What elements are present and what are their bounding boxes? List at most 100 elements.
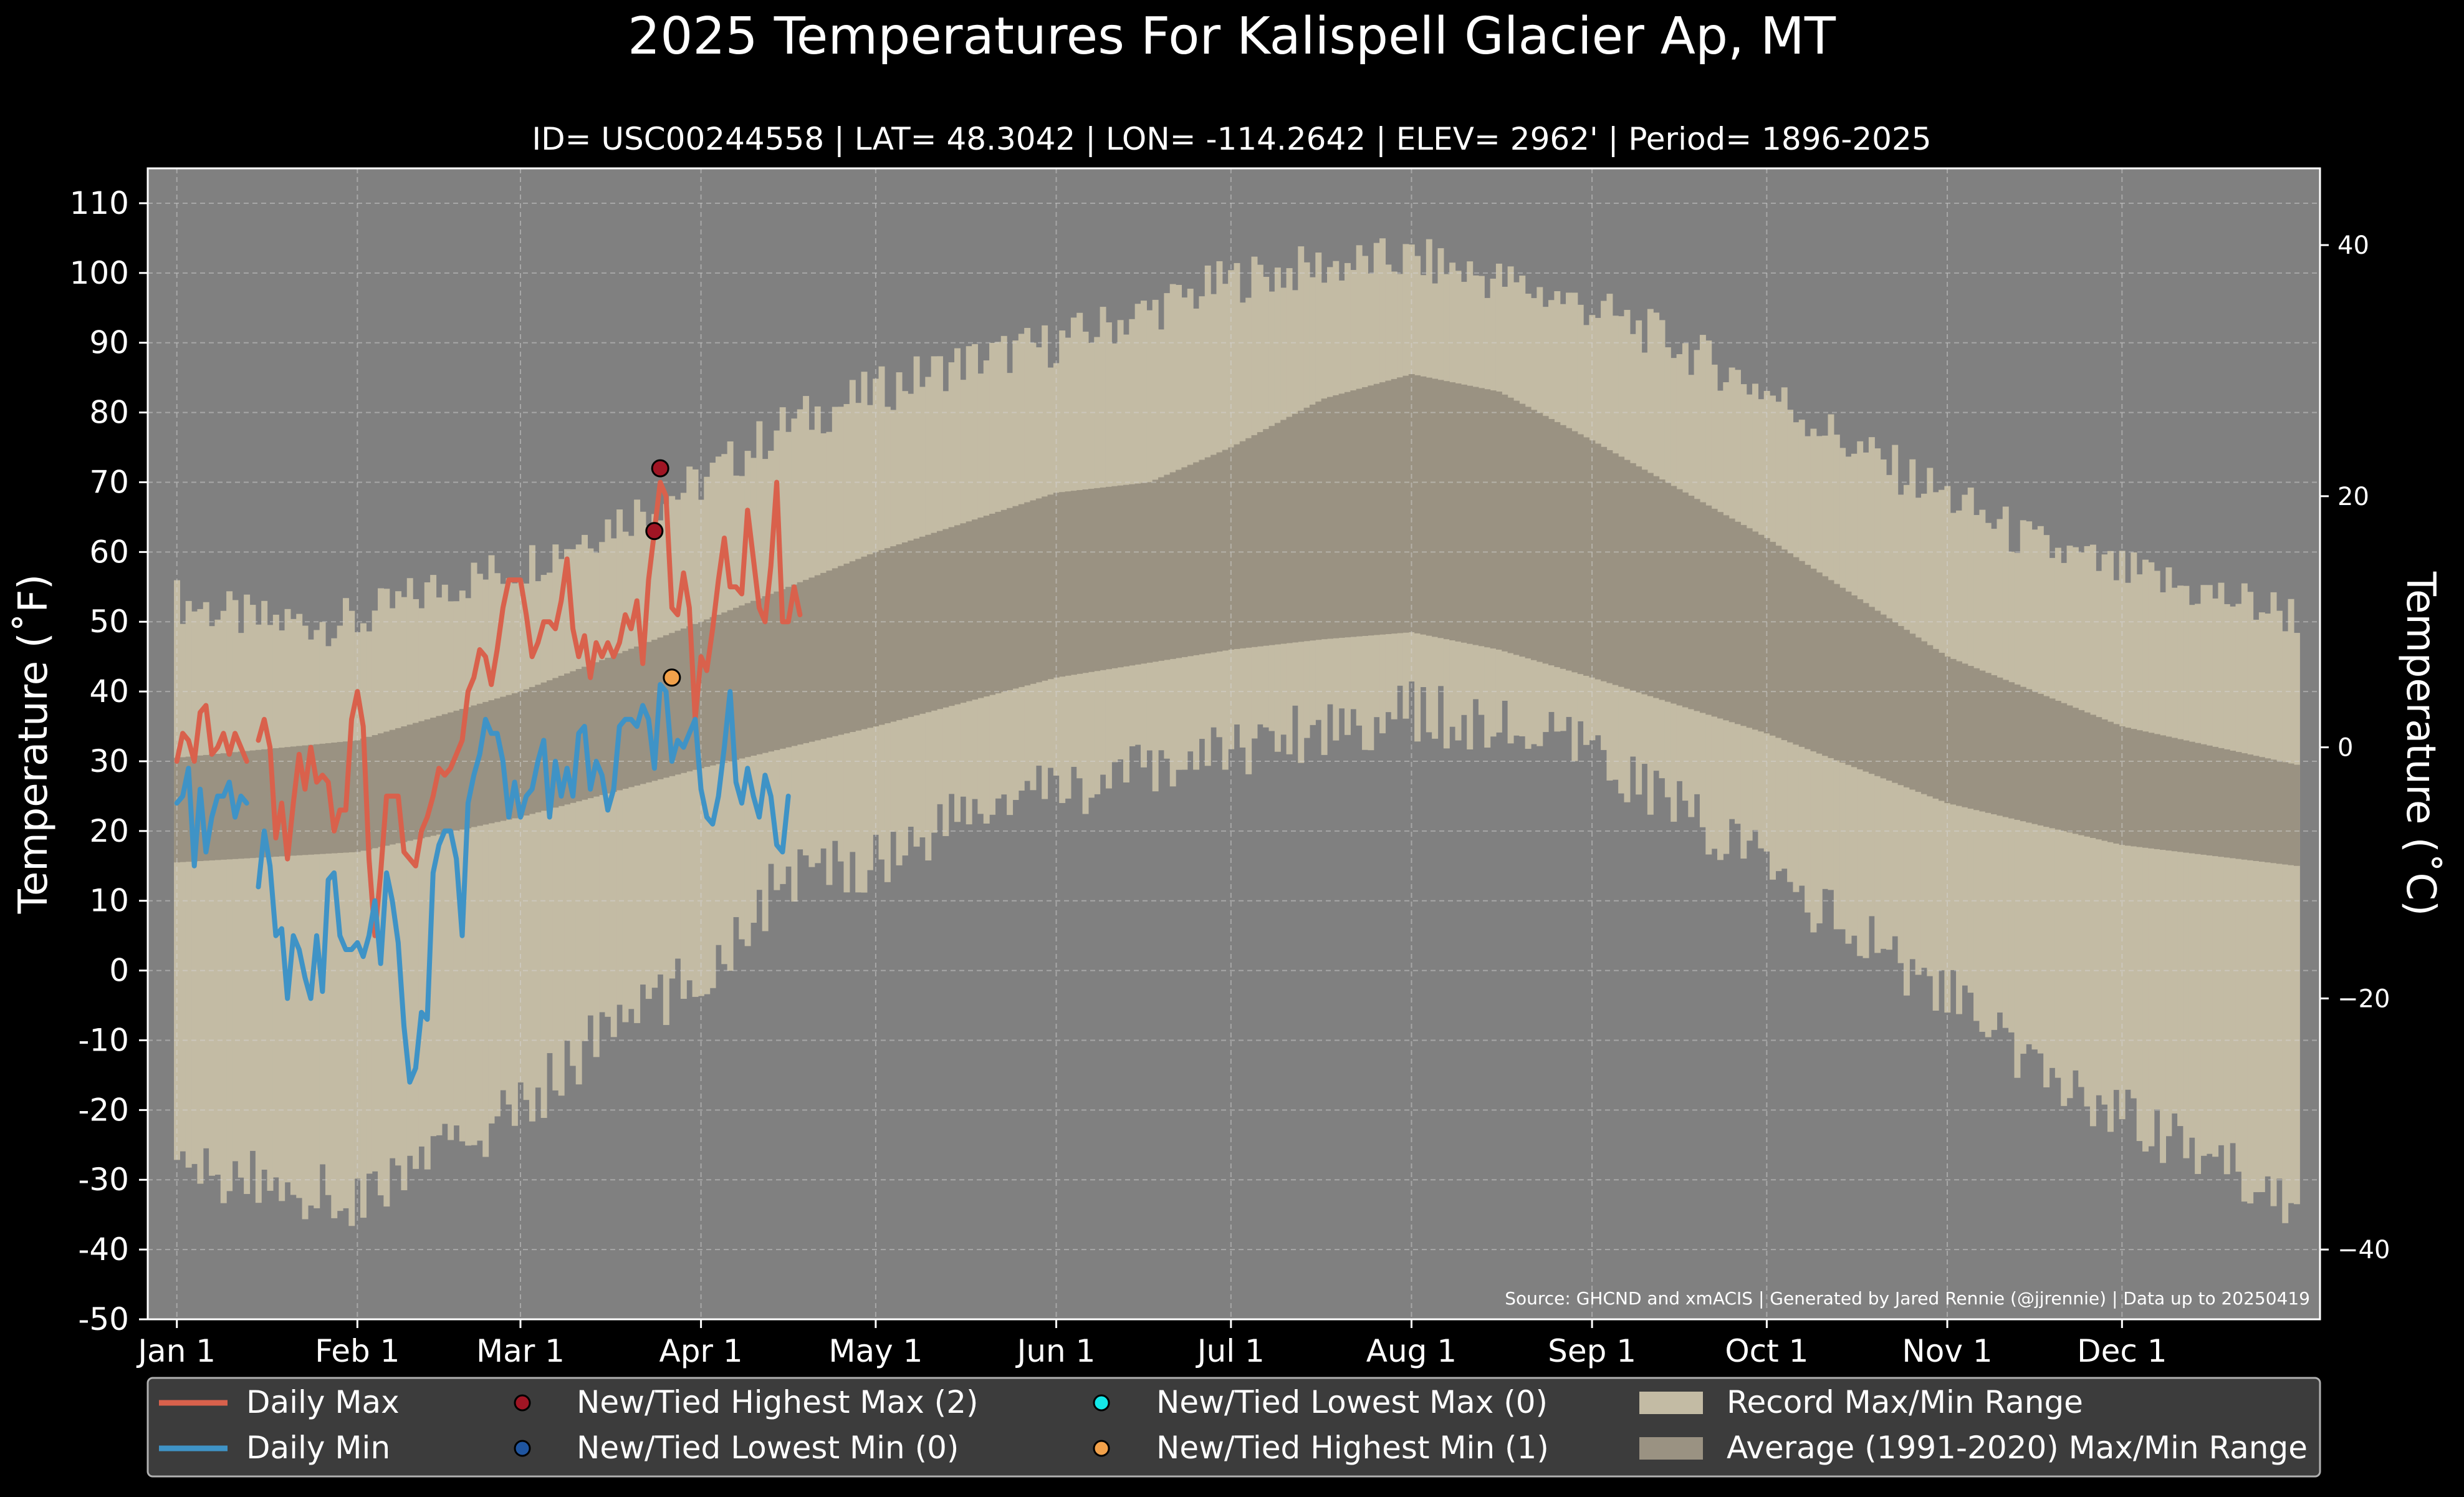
normal-range-bar (506, 695, 512, 820)
record-range-bar (197, 609, 204, 1184)
normal-range-bar (797, 582, 803, 745)
record-range-bar (500, 584, 507, 1090)
normal-range-bar (1671, 486, 1677, 704)
normal-range-bar (1624, 460, 1631, 689)
normal-range-bar (314, 744, 320, 855)
normal-range-bar (669, 633, 676, 776)
normal-range-bar (977, 517, 984, 698)
normal-range-bar (1082, 489, 1089, 673)
y-tick-label: -20 (78, 1092, 129, 1128)
normal-range-bar (1449, 382, 1456, 641)
record-range-bar (2223, 604, 2230, 1175)
normal-range-bar (1292, 413, 1298, 643)
normal-range-bar (1076, 490, 1083, 674)
normal-range-bar (1944, 657, 1951, 804)
normal-range-bar (832, 568, 838, 736)
normal-range-bar (1222, 450, 1229, 651)
normal-range-bar (931, 532, 937, 711)
daily-max-line (174, 703, 249, 764)
normal-range-bar (599, 660, 606, 796)
record-marker-rec-high-max (651, 459, 669, 478)
record-range-bar (2136, 574, 2143, 1142)
normal-range-bar (966, 521, 972, 701)
plot-area (146, 167, 2321, 1321)
normal-range-bar (1321, 398, 1328, 640)
normal-range-bar (1636, 466, 1642, 693)
normal-range-bar (535, 685, 542, 812)
normal-range-bar (2206, 745, 2213, 856)
normal-range-bar (1606, 450, 1613, 683)
normal-range-bar (1566, 428, 1573, 671)
normal-range-bar (721, 612, 728, 763)
normal-range-bar (1583, 437, 1590, 676)
x-tick-label: Jun 1 (1015, 1333, 1096, 1369)
normal-range-bar (2026, 689, 2033, 823)
normal-range-bar (1548, 419, 1555, 666)
normal-range-bar (1158, 477, 1164, 661)
normal-range-bar (1117, 485, 1124, 668)
normal-range-bar (1268, 426, 1275, 645)
normal-range-bar (1886, 618, 1892, 781)
record-range-bar (314, 630, 320, 1208)
normal-range-bar (174, 758, 180, 863)
record-range-bar (552, 544, 559, 1090)
normal-range-bar (1391, 378, 1397, 634)
normal-range-bar (878, 550, 885, 725)
normal-range-bar (704, 619, 711, 767)
record-range-bar (279, 630, 285, 1201)
normal-range-bar (651, 640, 658, 781)
record-range-bar (2288, 599, 2294, 1203)
normal-range-bar (2195, 743, 2202, 854)
record-range-bar (348, 610, 355, 1226)
normal-range-bar (1833, 584, 1840, 761)
normal-range-bar (645, 642, 652, 782)
x-tick-label: Apr 1 (659, 1333, 742, 1369)
normal-range-bar (1822, 576, 1829, 756)
normal-range-bar (762, 596, 769, 753)
normal-range-bar (191, 756, 198, 862)
normal-range-bar (1531, 410, 1537, 660)
record-range-bar (354, 632, 361, 1179)
normal-range-bar (1659, 479, 1666, 700)
record-range-bar (237, 633, 244, 1178)
normal-range-bar (552, 678, 559, 808)
normal-range-bar (1787, 553, 1794, 743)
normal-range-bar (908, 540, 914, 717)
normal-range-bar (2183, 740, 2190, 853)
record-range-bar (174, 580, 180, 1160)
record-range-bar (2276, 610, 2283, 1179)
normal-range-bar (1688, 496, 1695, 710)
normal-range-bar (2165, 736, 2172, 851)
normal-range-bar (739, 605, 745, 759)
normal-range-bar (640, 644, 646, 784)
record-range-bar (2247, 592, 2254, 1204)
y-tick-label: 30 (89, 743, 129, 779)
normal-range-bar (674, 630, 681, 775)
normal-range-bar (453, 710, 460, 831)
normal-range-bar (2230, 751, 2236, 859)
normal-range-bar (890, 546, 897, 722)
normal-range-bar (1414, 375, 1421, 633)
normal-range-bar (1577, 434, 1584, 675)
normal-range-bar (430, 718, 437, 836)
normal-range-bar (1589, 440, 1596, 678)
normal-range-bar (1502, 394, 1508, 652)
y-tick-label: -50 (78, 1301, 129, 1337)
y-right-tick-label: −20 (2337, 984, 2390, 1013)
y-tick-label: 60 (89, 534, 129, 570)
y-tick-label: 80 (89, 395, 129, 431)
normal-range-bar (2078, 710, 2085, 835)
x-tick-label: Dec 1 (2077, 1333, 2167, 1369)
x-tick-label: Sep 1 (1548, 1333, 1636, 1369)
normal-range-bar (459, 709, 466, 830)
normal-range-bar (2131, 729, 2137, 847)
normal-range-bar (237, 751, 244, 859)
normal-range-bar (866, 554, 873, 728)
record-range-bar (360, 623, 367, 1218)
normal-range-bar (2049, 698, 2056, 829)
record-range-bar (593, 552, 600, 1057)
legend-normal-range-label: Average (1991-2020) Max/Min Range (1727, 1430, 2308, 1466)
record-range-bar (476, 574, 483, 1141)
x-tick-label: Jan 1 (136, 1333, 216, 1369)
record-range-bar (511, 583, 518, 1126)
